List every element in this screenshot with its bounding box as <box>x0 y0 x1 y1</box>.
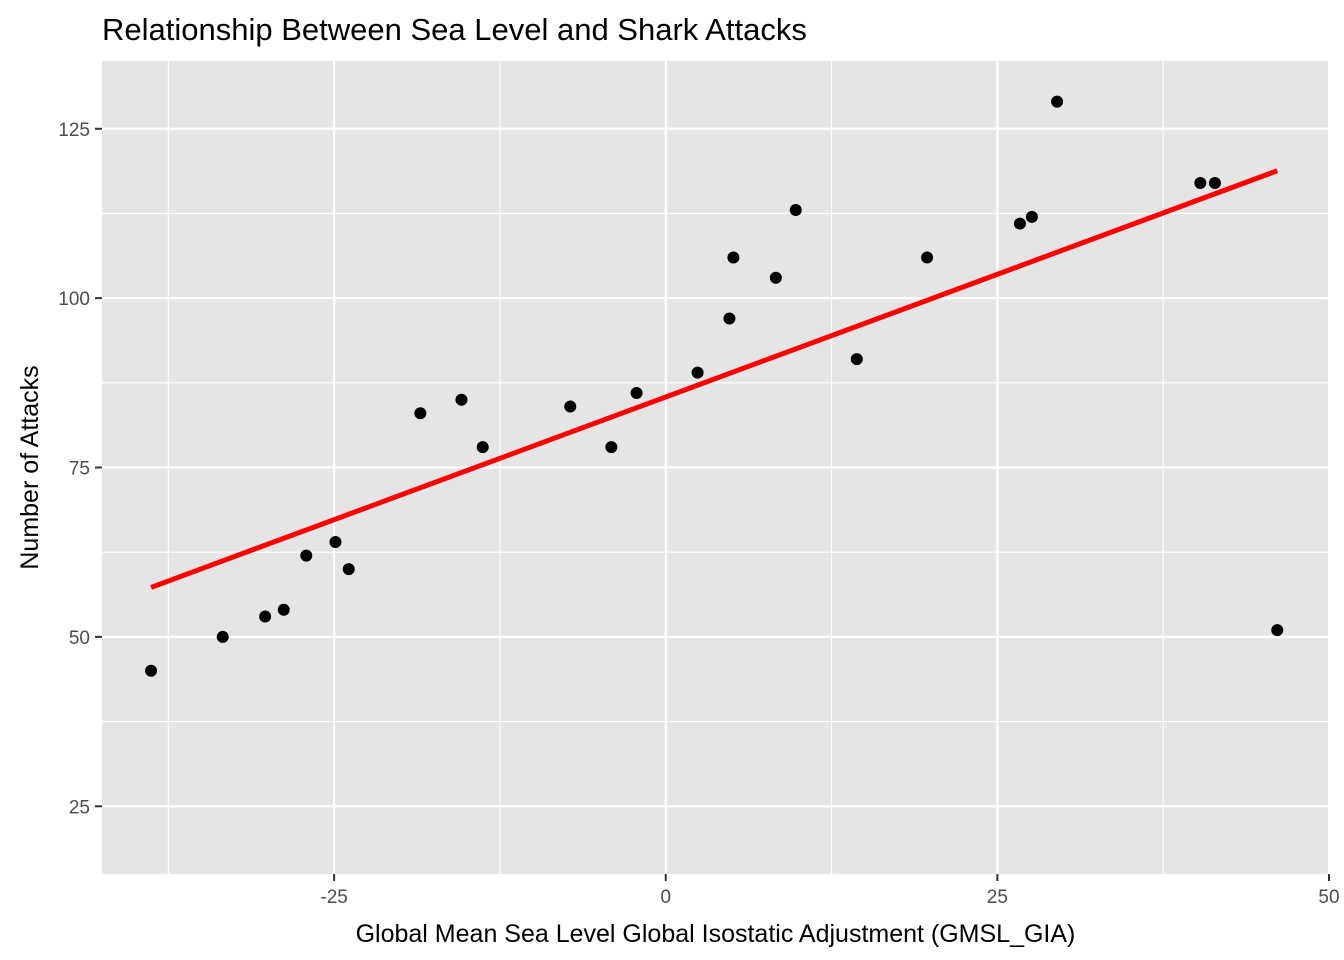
data-point <box>605 441 618 454</box>
x-tick-label: -25 <box>320 887 347 908</box>
y-tick-label: 75 <box>69 459 90 480</box>
x-axis-title: Global Mean Sea Level Global Isostatic A… <box>356 920 1076 948</box>
x-tick-label: 25 <box>987 887 1008 908</box>
data-point <box>1051 95 1064 108</box>
data-point <box>329 536 342 549</box>
data-point <box>414 407 427 420</box>
data-point <box>1025 210 1038 223</box>
data-point <box>727 251 740 264</box>
data-point <box>277 603 290 616</box>
data-point <box>455 393 468 406</box>
x-tick-label: 0 <box>660 887 671 908</box>
regression-line-layer <box>150 168 1279 590</box>
major-gridlines <box>102 61 1331 874</box>
data-point <box>259 610 272 623</box>
x-axis-ticks: -25 0 25 50 <box>320 874 1340 908</box>
data-point <box>145 664 158 677</box>
y-axis-ticks: 25 50 75 100 125 <box>58 120 102 818</box>
y-tick-label: 125 <box>58 120 90 141</box>
data-point <box>1194 176 1207 189</box>
data-point <box>691 366 704 379</box>
y-tick-label: 50 <box>69 628 90 649</box>
data-point <box>723 312 736 325</box>
data-points-layer <box>145 95 1284 677</box>
chart-title: Relationship Between Sea Level and Shark… <box>102 12 807 47</box>
data-point <box>476 441 489 454</box>
data-point <box>850 353 863 366</box>
data-point <box>564 400 577 413</box>
data-point <box>1271 624 1284 637</box>
regression-line <box>150 168 1279 590</box>
y-tick-label: 25 <box>69 797 90 818</box>
data-point <box>216 630 229 643</box>
data-point <box>300 549 313 562</box>
data-point <box>769 271 782 284</box>
x-tick-label: 50 <box>1318 887 1339 908</box>
data-point <box>342 563 355 576</box>
data-point <box>789 204 802 217</box>
data-point <box>921 251 934 264</box>
data-point <box>630 386 643 399</box>
y-axis-title: Number of Attacks <box>16 365 44 569</box>
data-point <box>1013 217 1026 230</box>
y-tick-label: 100 <box>58 289 90 310</box>
data-point <box>1208 176 1221 189</box>
